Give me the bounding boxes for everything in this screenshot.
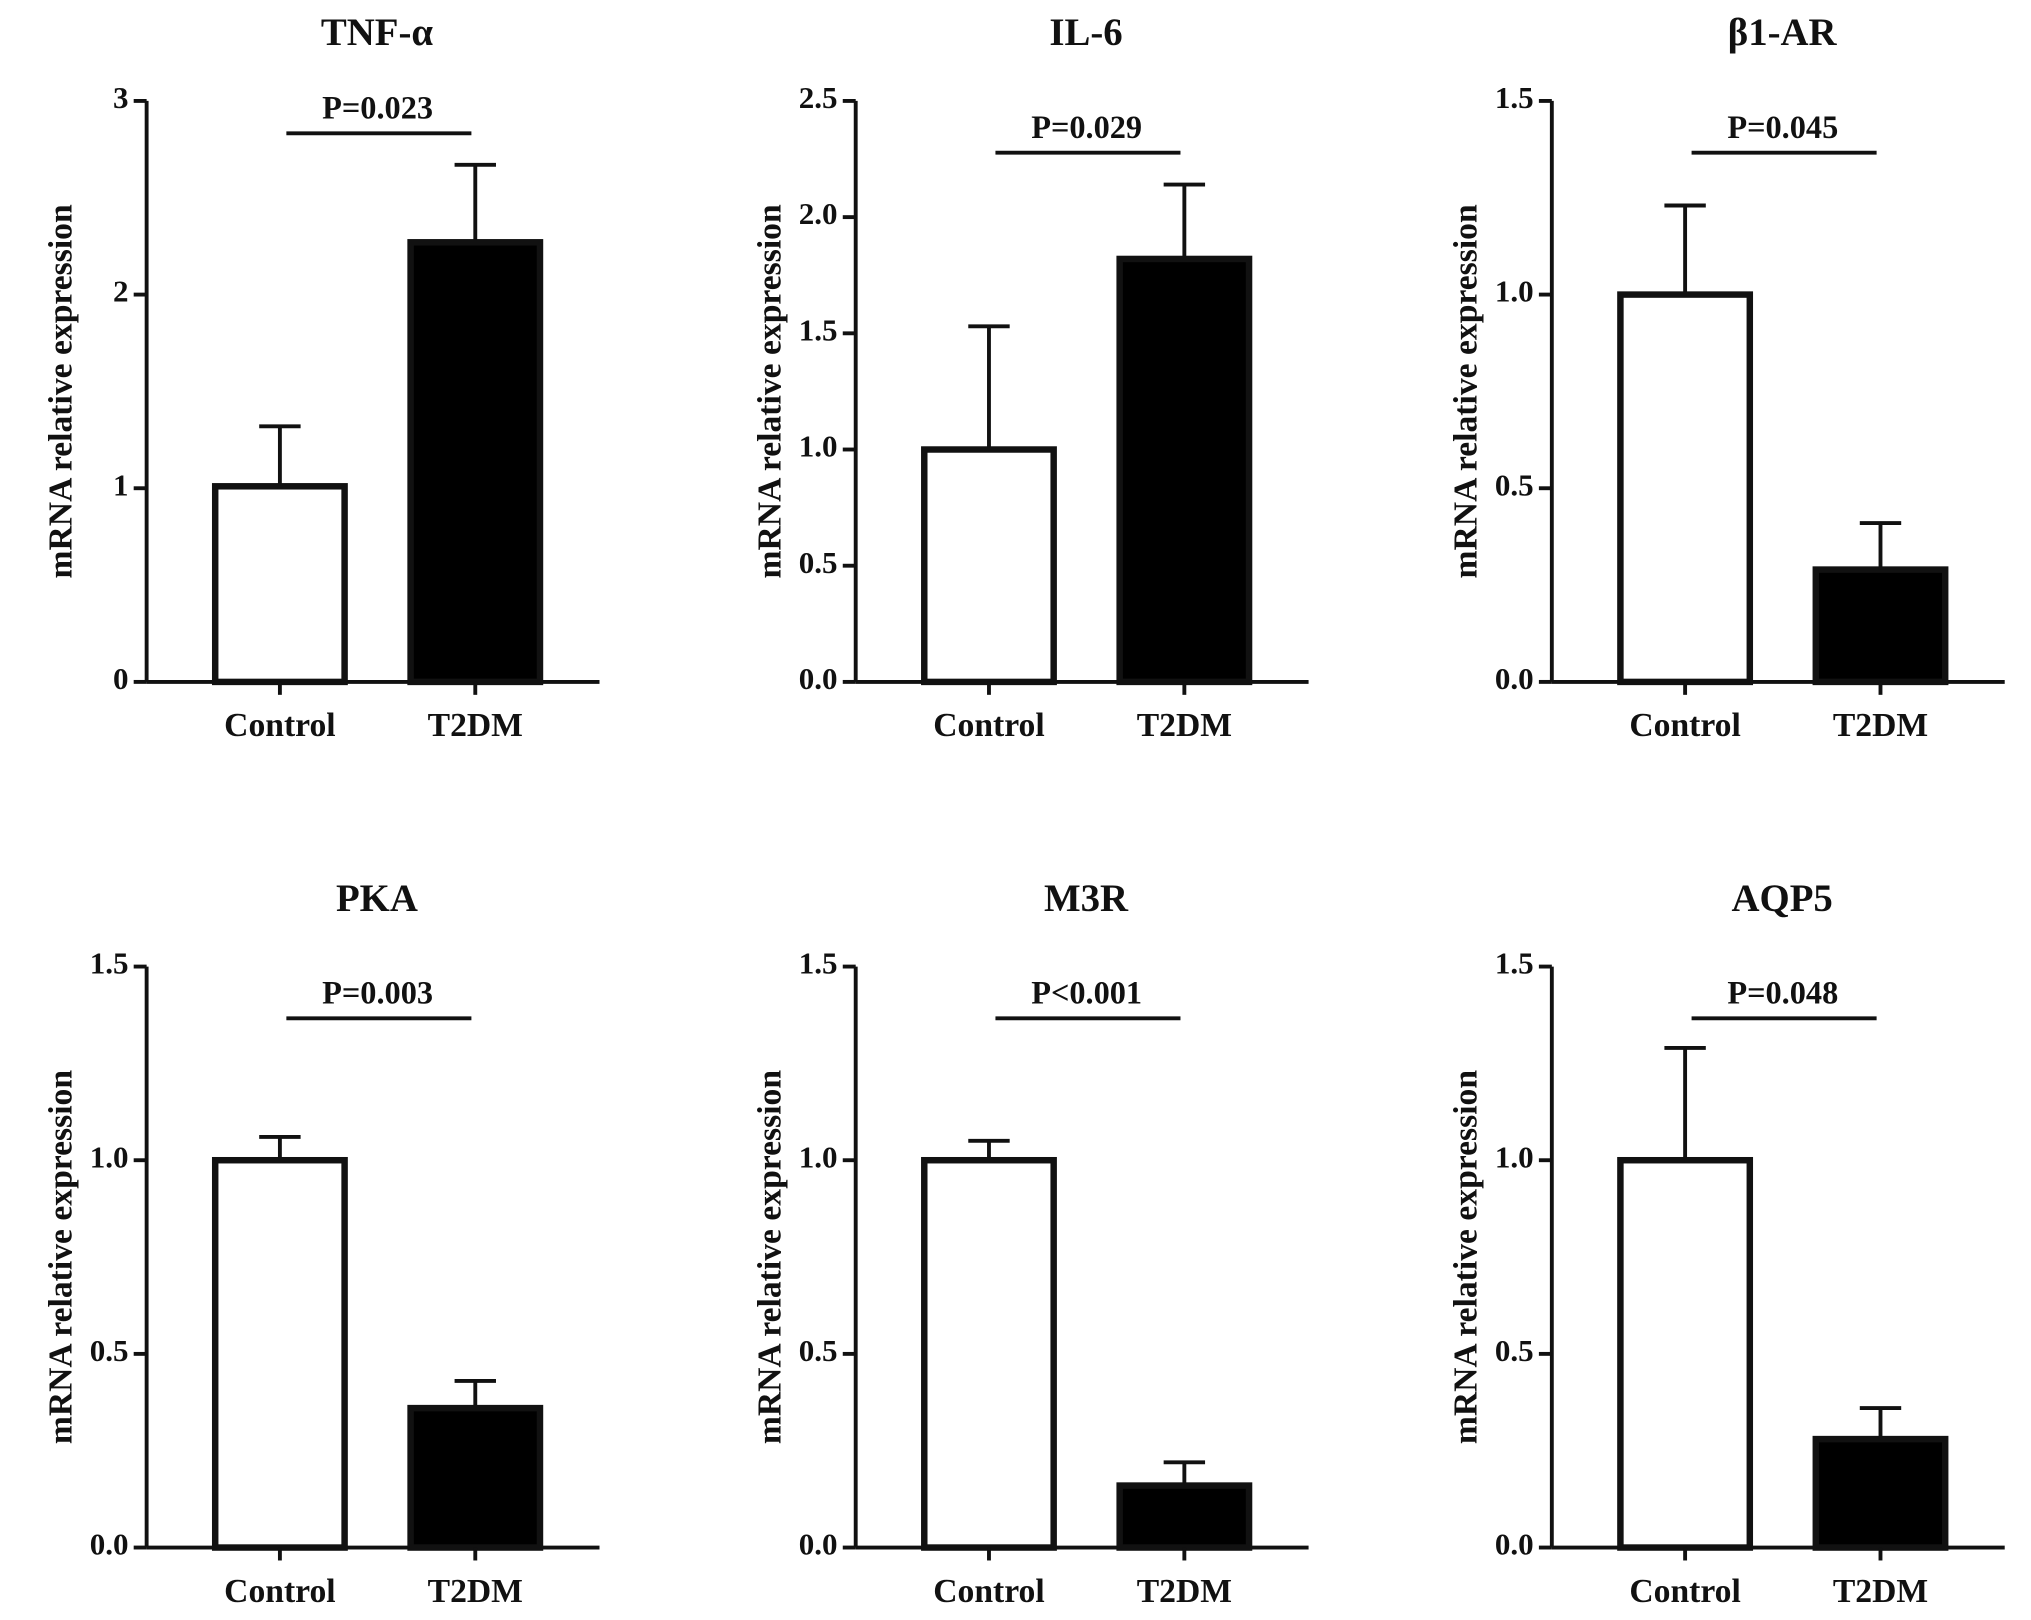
bar	[407, 239, 544, 686]
y-tick-label: 2.0	[799, 196, 838, 231]
p-value: P=0.045	[1727, 109, 1838, 145]
bar	[1116, 255, 1253, 686]
y-tick-label: 1.5	[1495, 80, 1534, 115]
y-axis-label: mRNA relative expression	[1448, 204, 1485, 578]
chart-title: PKA	[336, 877, 418, 920]
x-tick-label: T2DM	[428, 1573, 523, 1610]
chart-title: TNF-α	[321, 11, 434, 54]
x-tick-label: T2DM	[1833, 1573, 1928, 1610]
y-tick-label: 1.0	[90, 1139, 129, 1174]
y-tick-label: 2.5	[799, 80, 838, 115]
p-value: P<0.001	[1031, 975, 1142, 1011]
y-tick-label: 1.5	[90, 946, 129, 981]
y-tick-label: 1	[113, 467, 129, 502]
x-tick-label: Control	[933, 1573, 1044, 1610]
bar	[921, 1156, 1057, 1551]
p-value: P=0.003	[322, 975, 433, 1011]
p-value: P=0.023	[322, 90, 433, 126]
bar	[1812, 1435, 1949, 1551]
y-tick-label: 0.0	[799, 1527, 838, 1562]
y-axis-label: mRNA relative expression	[43, 204, 80, 578]
y-tick-label: 0.0	[1495, 1527, 1534, 1562]
x-tick-label: T2DM	[428, 707, 523, 744]
chart-title: M3R	[1044, 877, 1129, 920]
bar	[211, 483, 348, 686]
x-tick-label: T2DM	[1833, 707, 1928, 744]
y-tick-label: 0.0	[799, 661, 838, 696]
y-axis-label: mRNA relative expression	[752, 1070, 789, 1444]
bar	[921, 446, 1057, 686]
bar	[1617, 291, 1754, 686]
y-tick-label: 0.0	[1495, 661, 1534, 696]
x-tick-label: Control	[1629, 707, 1740, 744]
y-tick-label: 0.5	[1495, 1333, 1534, 1368]
y-tick-label: 1.0	[1495, 1139, 1534, 1174]
y-tick-label: 0.0	[90, 1527, 129, 1562]
y-tick-label: 0	[113, 661, 129, 696]
bar	[1812, 566, 1949, 686]
y-tick-label: 0.5	[90, 1333, 129, 1368]
p-value: P=0.048	[1727, 975, 1838, 1011]
y-axis-label: mRNA relative expression	[43, 1070, 80, 1444]
bar	[1116, 1482, 1253, 1551]
y-tick-label: 0.5	[1495, 467, 1534, 502]
y-tick-label: 1.0	[799, 429, 838, 464]
x-tick-label: Control	[224, 1573, 335, 1610]
y-tick-label: 0.5	[799, 1333, 838, 1368]
chart-title: AQP5	[1732, 877, 1833, 920]
y-axis-label: mRNA relative expression	[1448, 1070, 1485, 1444]
x-tick-label: Control	[224, 707, 335, 744]
y-axis-label: mRNA relative expression	[752, 204, 789, 578]
y-tick-label: 1.5	[1495, 946, 1534, 981]
y-tick-label: 3	[113, 80, 129, 115]
y-tick-label: 1.0	[799, 1139, 838, 1174]
bar	[407, 1404, 544, 1551]
x-tick-label: T2DM	[1137, 1573, 1232, 1610]
chart-title: β1-AR	[1728, 11, 1838, 54]
bar	[1617, 1156, 1754, 1551]
bar	[211, 1156, 348, 1551]
x-tick-label: Control	[933, 707, 1044, 744]
x-tick-label: Control	[1629, 1573, 1740, 1610]
y-tick-label: 0.5	[799, 545, 838, 580]
y-tick-label: 1.5	[799, 946, 838, 981]
y-tick-label: 1.0	[1495, 274, 1534, 309]
y-tick-label: 1.5	[799, 312, 838, 347]
x-tick-label: T2DM	[1137, 707, 1232, 744]
p-value: P=0.029	[1031, 109, 1142, 145]
chart-title: IL-6	[1049, 11, 1122, 54]
y-tick-label: 2	[113, 274, 129, 309]
